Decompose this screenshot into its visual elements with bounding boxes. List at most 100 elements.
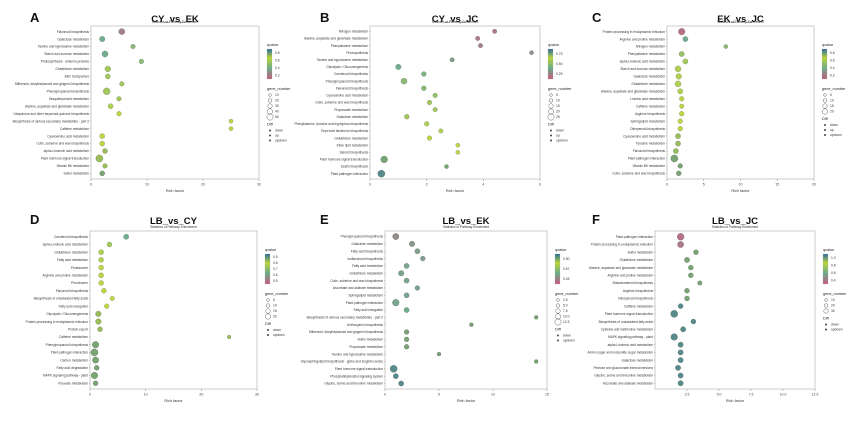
data-point [677,357,684,363]
x-tick-label: 0 [666,183,668,187]
x-axis-label: Rich factor [457,399,476,403]
data-point [697,280,703,286]
data-point [99,140,105,147]
panel-subtitle: Statistics of Pathway Enrichment [432,20,479,24]
pathway-label: Sulfur metabolism [357,338,383,342]
shape-legend-title: Diff [265,322,272,326]
pathway-label: Caffeine metabolism [60,127,89,131]
pathway-label: Terpenoid backbone biosynthesis [321,129,369,133]
color-tick-label: 0.8 [275,51,280,55]
size-tick-label: 2.5 [563,298,568,302]
pathway-label: Glycolysis / Gluconeogenesis [46,312,88,316]
size-key-circle [266,113,274,121]
panel-letter: E [320,212,329,227]
pathway-label: Alanine, aspartate and glutamate metabol… [25,104,89,108]
x-tick-label: 5 [703,183,705,187]
x-tick-label: 7.5 [749,393,754,397]
pathway-label: Peroxisome [71,281,88,285]
x-tick-label: 15 [545,393,549,397]
shape-item-label: updown [556,139,568,143]
pathway-label: Cyanoamino acid metabolism [326,94,368,98]
data-point [675,73,682,80]
pathway-label: Caffeine metabolism [59,335,88,339]
data-point [95,154,104,163]
data-point [106,241,113,248]
pathway-label: Nitrogen metabolism [339,30,369,34]
pathway-label: Flavonoid biosynthesis [56,289,89,293]
data-point [98,264,104,271]
data-point [677,349,684,356]
data-point [119,81,125,87]
color-tick-label: 0.8 [273,261,278,265]
pathway-label: Biosynthesis of unsaturated fatty acids [34,297,89,301]
data-point [684,295,690,302]
data-point [688,272,694,278]
color-tick-label: 0.6 [830,58,835,62]
data-point [377,169,386,178]
data-point [380,155,388,163]
data-point [228,119,234,124]
pathway-label: Anthocyanin biosynthesis [347,323,383,327]
data-point [449,57,455,63]
data-point [529,50,534,55]
x-axis-label: Rich factor [731,189,750,193]
size-tick-label: 20 [275,99,279,103]
plot-frame [89,230,258,390]
size-tick-label: 5 [556,93,558,97]
data-point [690,318,697,325]
shape-key-mark [267,334,269,336]
pathway-label: Alanine, aspartate and glutamate metabol… [601,90,665,94]
data-point [432,92,438,98]
data-point [723,44,728,49]
size-key-circle [265,308,271,314]
pathway-label: Plant-pathogen interaction [331,172,368,176]
data-point [677,126,683,132]
data-point [101,50,109,58]
color-tick-label: 0.4 [275,66,280,70]
data-point [469,322,474,327]
pathway-label: Tyrosine metabolism [636,142,666,146]
pathway-label: Sphingolipid metabolism [630,119,665,123]
color-bar [822,253,829,285]
pathway-label: Ubiquinone and other terpenoid-quinone b… [14,112,90,116]
x-tick-label: 10 [739,183,743,187]
pathway-label: Galactose metabolism [336,115,368,119]
data-point [424,121,430,127]
size-tick-label: 15 [556,104,560,108]
size-tick-label: 10.0 [563,315,570,319]
pathway-label: Glycolysis / Gluconeogenesis [326,65,368,69]
size-key-circle [824,303,828,308]
pathway-label: Biosynthesis of unsaturated fatty acids [599,320,654,324]
shape-legend-title: Diff [823,317,830,321]
data-point [432,107,438,112]
shape-key-mark [269,134,271,137]
x-tick-label: 20 [201,183,205,187]
color-bar [264,253,271,285]
pathway-label: Plant hormone signal transduction [320,158,368,162]
color-tick-label: 0.9 [273,255,278,259]
shape-key-mark [824,134,826,136]
pathway-label: Isoflavonoid biosynthesis [348,257,384,261]
x-tick-label: 15 [775,183,779,187]
panel-title: CY_vs_JC [432,14,479,25]
data-point [670,154,679,163]
data-point [138,59,144,64]
pathway-label: Arginine and proline metabolism [607,274,653,278]
pathway-label: Protein processing in endoplasmic reticu… [591,243,654,247]
x-axis-label: Rich factor [166,189,185,193]
pathway-label: Photosynthesis - antenna proteins [41,60,90,64]
pathway-label: Steroid biosynthesis [339,151,368,155]
plot-frame [369,25,541,180]
pathway-label: Plant-pathogen interaction [346,301,383,305]
x-tick-label: 30 [257,183,261,187]
size-tick-label: 30 [275,104,279,108]
pathway-label: Propanoate metabolism [349,345,383,349]
pathway-label: Glycosphingolipid biosynthesis - globo a… [301,360,384,364]
shape-key-mark [824,129,826,131]
pathway-label: Fatty acid degradation [56,366,88,370]
data-point [98,249,104,255]
x-tick-label: 5 [438,393,440,397]
color-tick-label: 1.0 [831,256,836,260]
